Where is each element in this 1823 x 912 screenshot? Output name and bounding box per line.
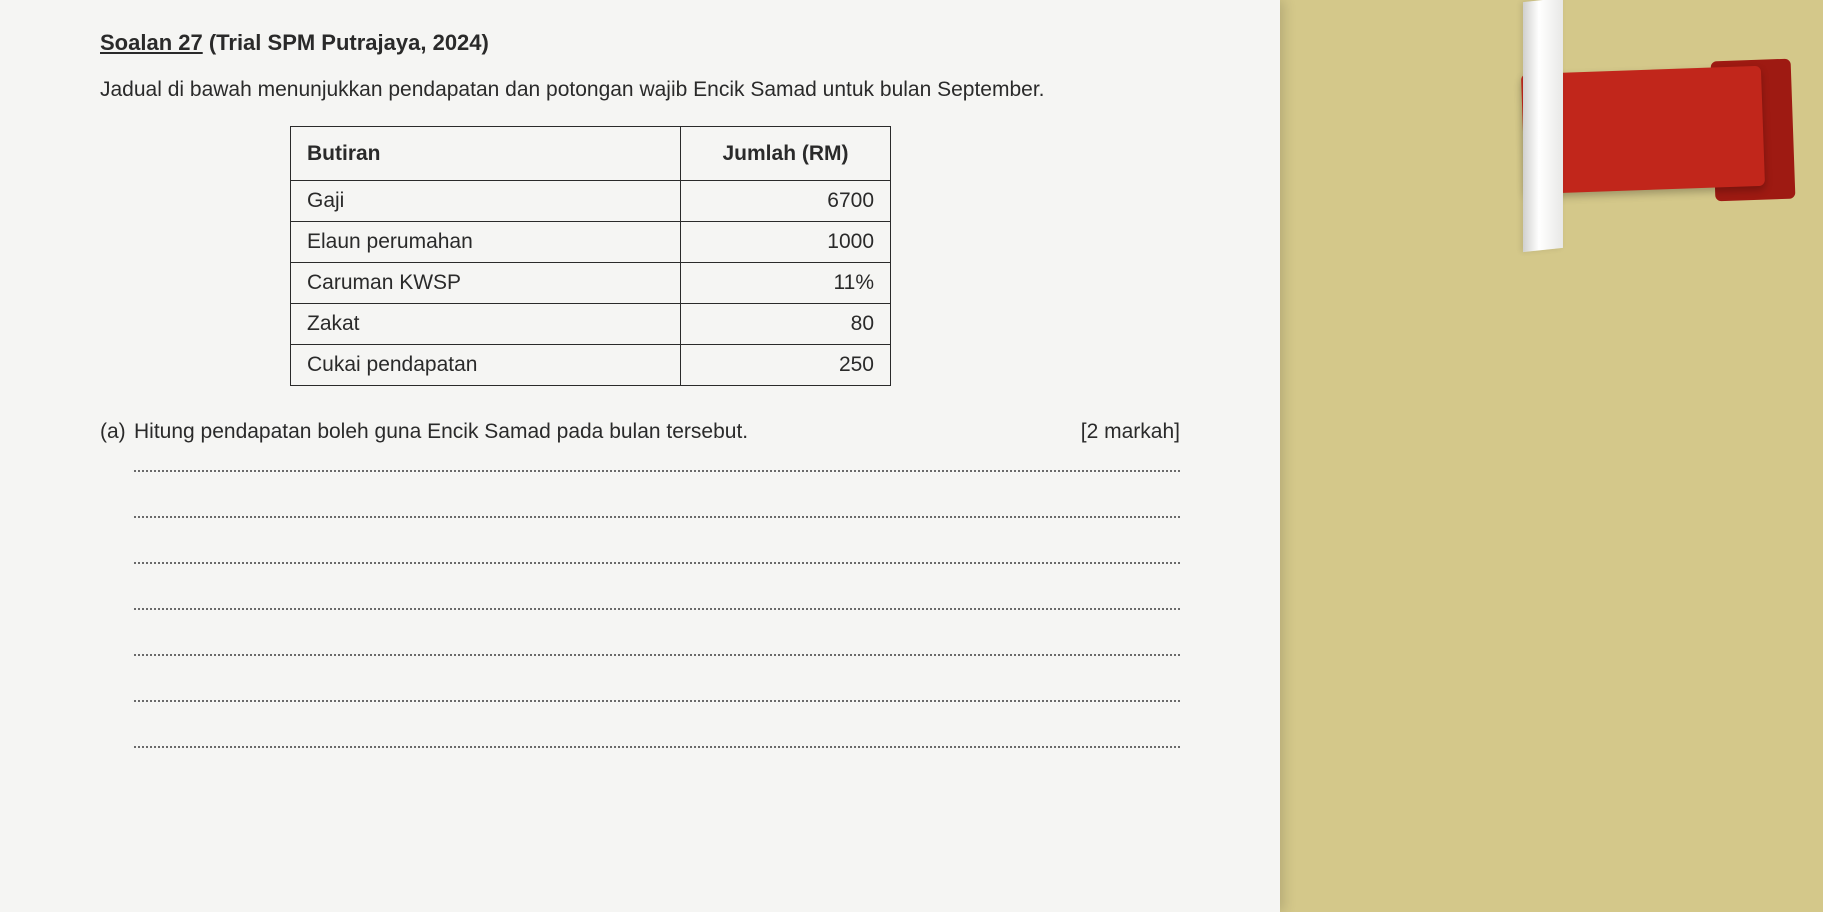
worksheet-page: Soalan 27 (Trial SPM Putrajaya, 2024) Ja… [0, 0, 1280, 912]
answer-line [134, 508, 1180, 518]
page-edge [1523, 0, 1563, 252]
subquestion-text: Hitung pendapatan boleh guna Encik Samad… [134, 420, 1040, 444]
cell-amount: 80 [681, 304, 891, 345]
table-row: Gaji 6700 [291, 181, 891, 222]
subquestion-label: (a) [100, 420, 134, 444]
cell-amount: 11% [681, 263, 891, 304]
question-description: Jadual di bawah menunjukkan pendapatan d… [100, 78, 1180, 102]
cell-item: Cukai pendapatan [291, 345, 681, 386]
income-table-wrap: Butiran Jumlah (RM) Gaji 6700 Elaun peru… [290, 126, 1180, 386]
col-header-butiran: Butiran [291, 127, 681, 181]
subquestion-marks: [2 markah] [1040, 420, 1180, 444]
answer-line [134, 462, 1180, 472]
cell-amount: 1000 [681, 222, 891, 263]
cell-amount: 250 [681, 345, 891, 386]
answer-line [134, 600, 1180, 610]
cell-item: Zakat [291, 304, 681, 345]
income-table: Butiran Jumlah (RM) Gaji 6700 Elaun peru… [290, 126, 891, 386]
answer-lines [134, 462, 1180, 748]
answer-line [134, 692, 1180, 702]
cell-item: Gaji [291, 181, 681, 222]
table-header-row: Butiran Jumlah (RM) [291, 127, 891, 181]
question-source: (Trial SPM Putrajaya, 2024) [203, 30, 489, 55]
answer-line [134, 646, 1180, 656]
table-row: Zakat 80 [291, 304, 891, 345]
cell-item: Caruman KWSP [291, 263, 681, 304]
desk-background [1280, 0, 1823, 912]
question-header: Soalan 27 (Trial SPM Putrajaya, 2024) [100, 30, 1180, 56]
answer-line [134, 738, 1180, 748]
answer-line [134, 554, 1180, 564]
table-row: Cukai pendapatan 250 [291, 345, 891, 386]
col-header-jumlah: Jumlah (RM) [681, 127, 891, 181]
question-number: Soalan 27 [100, 30, 203, 55]
cell-item: Elaun perumahan [291, 222, 681, 263]
subquestion-row: (a) Hitung pendapatan boleh guna Encik S… [100, 420, 1180, 444]
table-row: Caruman KWSP 11% [291, 263, 891, 304]
table-row: Elaun perumahan 1000 [291, 222, 891, 263]
cell-amount: 6700 [681, 181, 891, 222]
